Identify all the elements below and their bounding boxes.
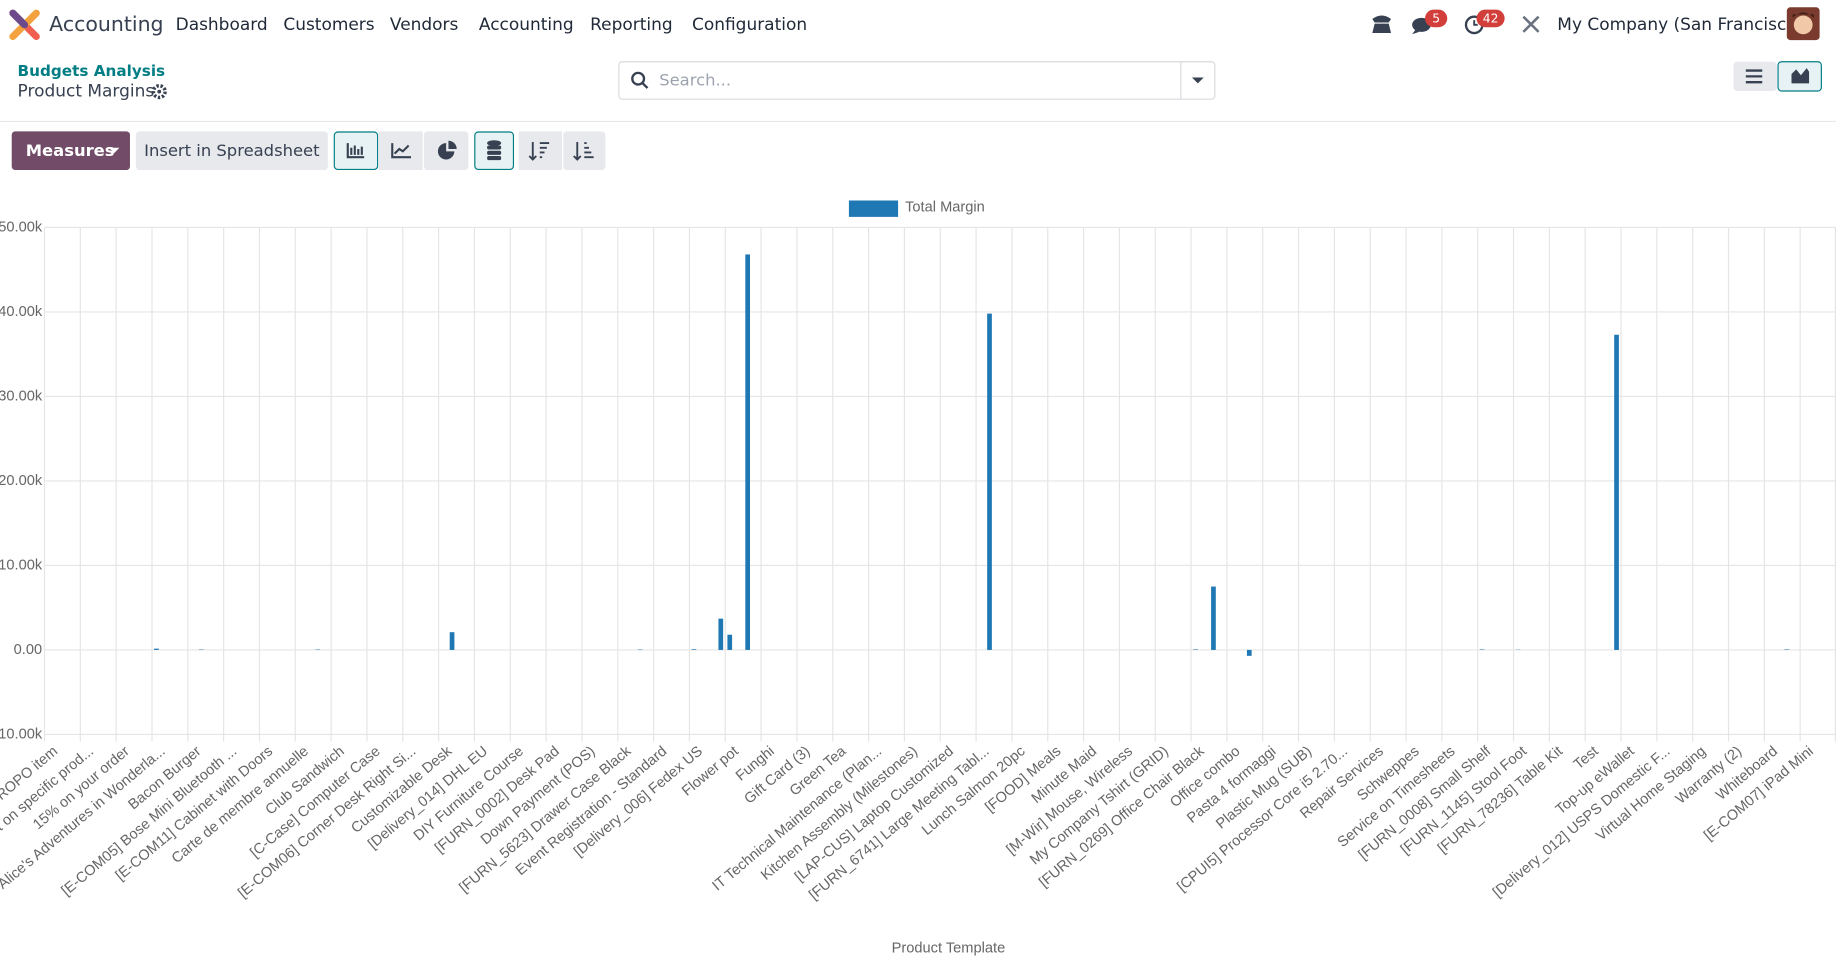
measures-label: Measures bbox=[26, 141, 115, 160]
measures-button[interactable] bbox=[11, 131, 130, 171]
line-icon bbox=[391, 143, 411, 159]
menu-item[interactable]: Customers bbox=[283, 15, 374, 35]
list-icon bbox=[1745, 69, 1763, 84]
y-tick-label: -10.00k bbox=[0, 726, 43, 742]
x-axis-title: Product Template bbox=[892, 941, 1006, 956]
bar bbox=[691, 649, 697, 650]
legend-label: Total Margin bbox=[905, 199, 985, 215]
badge bbox=[1476, 9, 1505, 28]
caret bbox=[108, 147, 120, 154]
menu-item[interactable]: Reporting bbox=[590, 15, 672, 35]
bar bbox=[449, 632, 455, 650]
settings-gear[interactable] bbox=[151, 83, 167, 100]
bar bbox=[1479, 649, 1485, 650]
menu-item[interactable]: Dashboard bbox=[176, 15, 268, 35]
company-switcher[interactable]: My Company (San Francisco) bbox=[1557, 15, 1803, 35]
activities-badge: 42 bbox=[1483, 11, 1499, 25]
debug-icon[interactable] bbox=[1522, 15, 1540, 33]
bar bbox=[1246, 649, 1252, 656]
bar bbox=[1193, 649, 1198, 650]
sort-icon bbox=[573, 141, 594, 161]
bar bbox=[1614, 334, 1619, 650]
bar bbox=[718, 618, 724, 650]
y-tick-label: 30.00k bbox=[0, 388, 43, 404]
bar bbox=[154, 648, 159, 650]
user-avatar[interactable] bbox=[1786, 7, 1820, 41]
y-tick-label: 50.00k bbox=[0, 219, 43, 235]
breadcrumb[interactable]: Budgets Analysis bbox=[18, 62, 166, 80]
sort-icon bbox=[528, 141, 550, 161]
search-box[interactable] bbox=[618, 61, 1216, 100]
y-tick-label: 40.00k bbox=[0, 304, 43, 320]
main-menu: Dashboard Customers Vendors Accounting Repor… bbox=[176, 15, 807, 35]
sort-desc-button[interactable] bbox=[518, 131, 563, 171]
graph-icon bbox=[1791, 68, 1810, 84]
bar bbox=[1784, 649, 1790, 650]
search-icon bbox=[631, 71, 649, 89]
legend-swatch bbox=[848, 200, 899, 217]
bar bbox=[987, 313, 992, 650]
bar bbox=[1211, 586, 1216, 650]
view-title: Product Margins bbox=[18, 82, 155, 102]
menu-item[interactable]: Accounting bbox=[479, 15, 574, 35]
insert-label: Insert in Spreadsheet bbox=[144, 141, 320, 160]
bar-chart-button[interactable] bbox=[333, 131, 379, 171]
bar bbox=[745, 254, 751, 650]
search-toggle[interactable] bbox=[1191, 77, 1204, 84]
menu-item[interactable]: Vendors bbox=[390, 15, 459, 35]
pie-icon bbox=[437, 140, 457, 160]
y-tick-label: 10.00k bbox=[0, 557, 43, 573]
y-tick-label: 20.00k bbox=[0, 473, 43, 489]
insert-button[interactable] bbox=[135, 131, 328, 171]
y-tick-label: 0.00 bbox=[14, 642, 42, 658]
phone-icon[interactable] bbox=[1372, 15, 1392, 34]
chart: Total Margin Product Template -10.00k 0.0… bbox=[0, 199, 1836, 956]
badge bbox=[1425, 9, 1448, 28]
app-logo[interactable] bbox=[9, 9, 40, 41]
app-name[interactable]: Accounting bbox=[49, 12, 163, 36]
sort-asc-button[interactable] bbox=[563, 131, 606, 171]
menu-item[interactable]: Configuration bbox=[692, 15, 807, 35]
messages-badge: 5 bbox=[1432, 11, 1440, 25]
search-placeholder[interactable]: Search... bbox=[659, 71, 731, 90]
bar-icon bbox=[346, 143, 365, 159]
bar bbox=[727, 634, 733, 650]
stack-icon bbox=[487, 140, 502, 161]
